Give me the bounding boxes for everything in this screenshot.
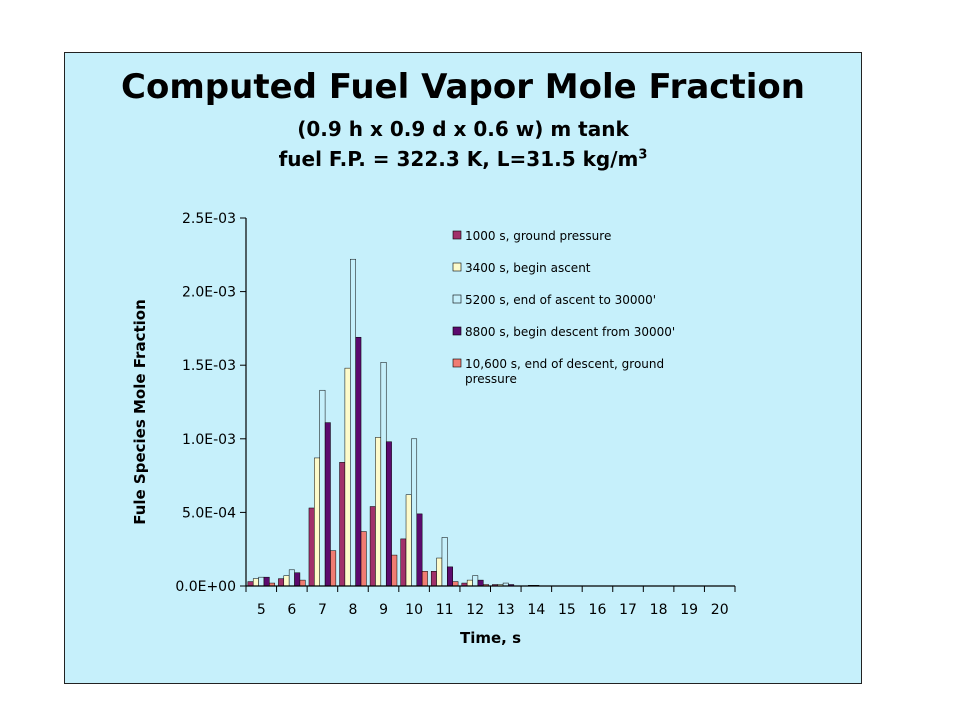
bar <box>375 437 382 587</box>
x-axis-title: Time, s <box>460 629 521 647</box>
x-tick-label: 10 <box>405 602 423 618</box>
x-tick-label: 17 <box>619 602 637 618</box>
x-tick-label: 9 <box>379 602 388 618</box>
legend-label: 10,600 s, end of descent, ground <box>465 357 664 371</box>
bar <box>288 569 295 587</box>
chart-slide: Computed Fuel Vapor Mole Fraction (0.9 h… <box>64 52 862 684</box>
x-tick-label: 6 <box>287 602 296 618</box>
x-tick-label: 11 <box>436 602 454 618</box>
bar <box>247 581 254 587</box>
y-tick-label: 5.0E-04 <box>182 505 236 521</box>
bar-chart: 0.0E+00 5.0E-04 1.0E-03 1.5E-03 2.0E-03 2.5E-… <box>131 211 736 647</box>
bar <box>350 258 356 587</box>
y-tick-label: 1.5E-03 <box>182 358 236 374</box>
bar <box>330 550 337 587</box>
bar <box>441 537 448 587</box>
chart-title: Computed Fuel Vapor Mole Fraction <box>121 67 805 107</box>
legend-label: 8800 s, begin descent from 30000' <box>465 325 675 339</box>
legend-swatch <box>452 326 462 336</box>
x-tick-label: 12 <box>466 602 484 618</box>
bar <box>436 557 443 587</box>
bar <box>380 362 387 587</box>
x-tick-label: 8 <box>349 602 358 618</box>
x-tick-label: 7 <box>318 602 327 618</box>
legend-label: 3400 s, begin ascent <box>465 261 591 275</box>
bar <box>344 367 351 587</box>
chart-subtitle-tank: (0.9 h x 0.9 d x 0.6 w) m tank <box>297 117 629 141</box>
x-tick-label: 13 <box>497 602 515 618</box>
chart-subtitle-fuel: fuel F.P. = 322.3 K, L=31.5 kg/m3 <box>65 147 861 171</box>
bar <box>299 579 306 587</box>
bar <box>314 457 320 587</box>
bar <box>324 422 331 587</box>
bar <box>391 554 398 587</box>
y-tick-label: 2.0E-03 <box>182 285 236 301</box>
bar <box>466 579 473 587</box>
chart-subtitle-fuel-exponent: 3 <box>638 147 648 163</box>
x-tick-label: 14 <box>527 602 545 618</box>
bar <box>319 389 326 587</box>
bar <box>400 538 407 587</box>
bar <box>258 576 265 587</box>
bar <box>405 494 412 587</box>
bar <box>278 578 285 587</box>
bar <box>416 513 423 587</box>
x-tick-label: 5 <box>257 602 266 618</box>
bar <box>339 462 346 587</box>
legend-swatch <box>452 230 462 240</box>
legend-swatch <box>452 358 462 368</box>
bar <box>252 578 259 587</box>
bar <box>477 579 484 587</box>
chart-subtitle-fuel-text: fuel F.P. = 322.3 K, L=31.5 kg/m <box>278 147 639 171</box>
y-axis-title: Fule Species Mole Fraction <box>131 299 149 525</box>
x-tick-label: 15 <box>558 602 576 618</box>
y-tick-label: 1.0E-03 <box>182 432 236 448</box>
legend-label-cont: pressure <box>465 372 517 386</box>
y-tick-label: 0.0E+00 <box>175 579 236 595</box>
bar <box>263 576 270 587</box>
bar <box>447 566 453 587</box>
bar <box>472 575 479 587</box>
x-tick-label: 18 <box>650 602 668 618</box>
bar <box>360 531 367 587</box>
bar <box>385 441 392 587</box>
legend-label: 1000 s, ground pressure <box>465 229 611 243</box>
y-tick-label: 2.5E-03 <box>182 211 236 227</box>
x-tick-label: 20 <box>711 602 729 618</box>
bar <box>369 506 376 587</box>
legend-swatch <box>452 294 462 304</box>
bar <box>411 438 418 587</box>
x-tick-label: 16 <box>589 602 607 618</box>
bar <box>421 571 428 587</box>
bar <box>308 507 315 587</box>
bar <box>430 571 437 587</box>
x-tick-label: 19 <box>680 602 698 618</box>
bar <box>452 581 459 587</box>
bar <box>355 336 362 587</box>
legend-swatch <box>452 262 462 272</box>
legend-label: 5200 s, end of ascent to 30000' <box>465 293 656 307</box>
bar <box>294 572 301 587</box>
bar <box>283 575 290 587</box>
